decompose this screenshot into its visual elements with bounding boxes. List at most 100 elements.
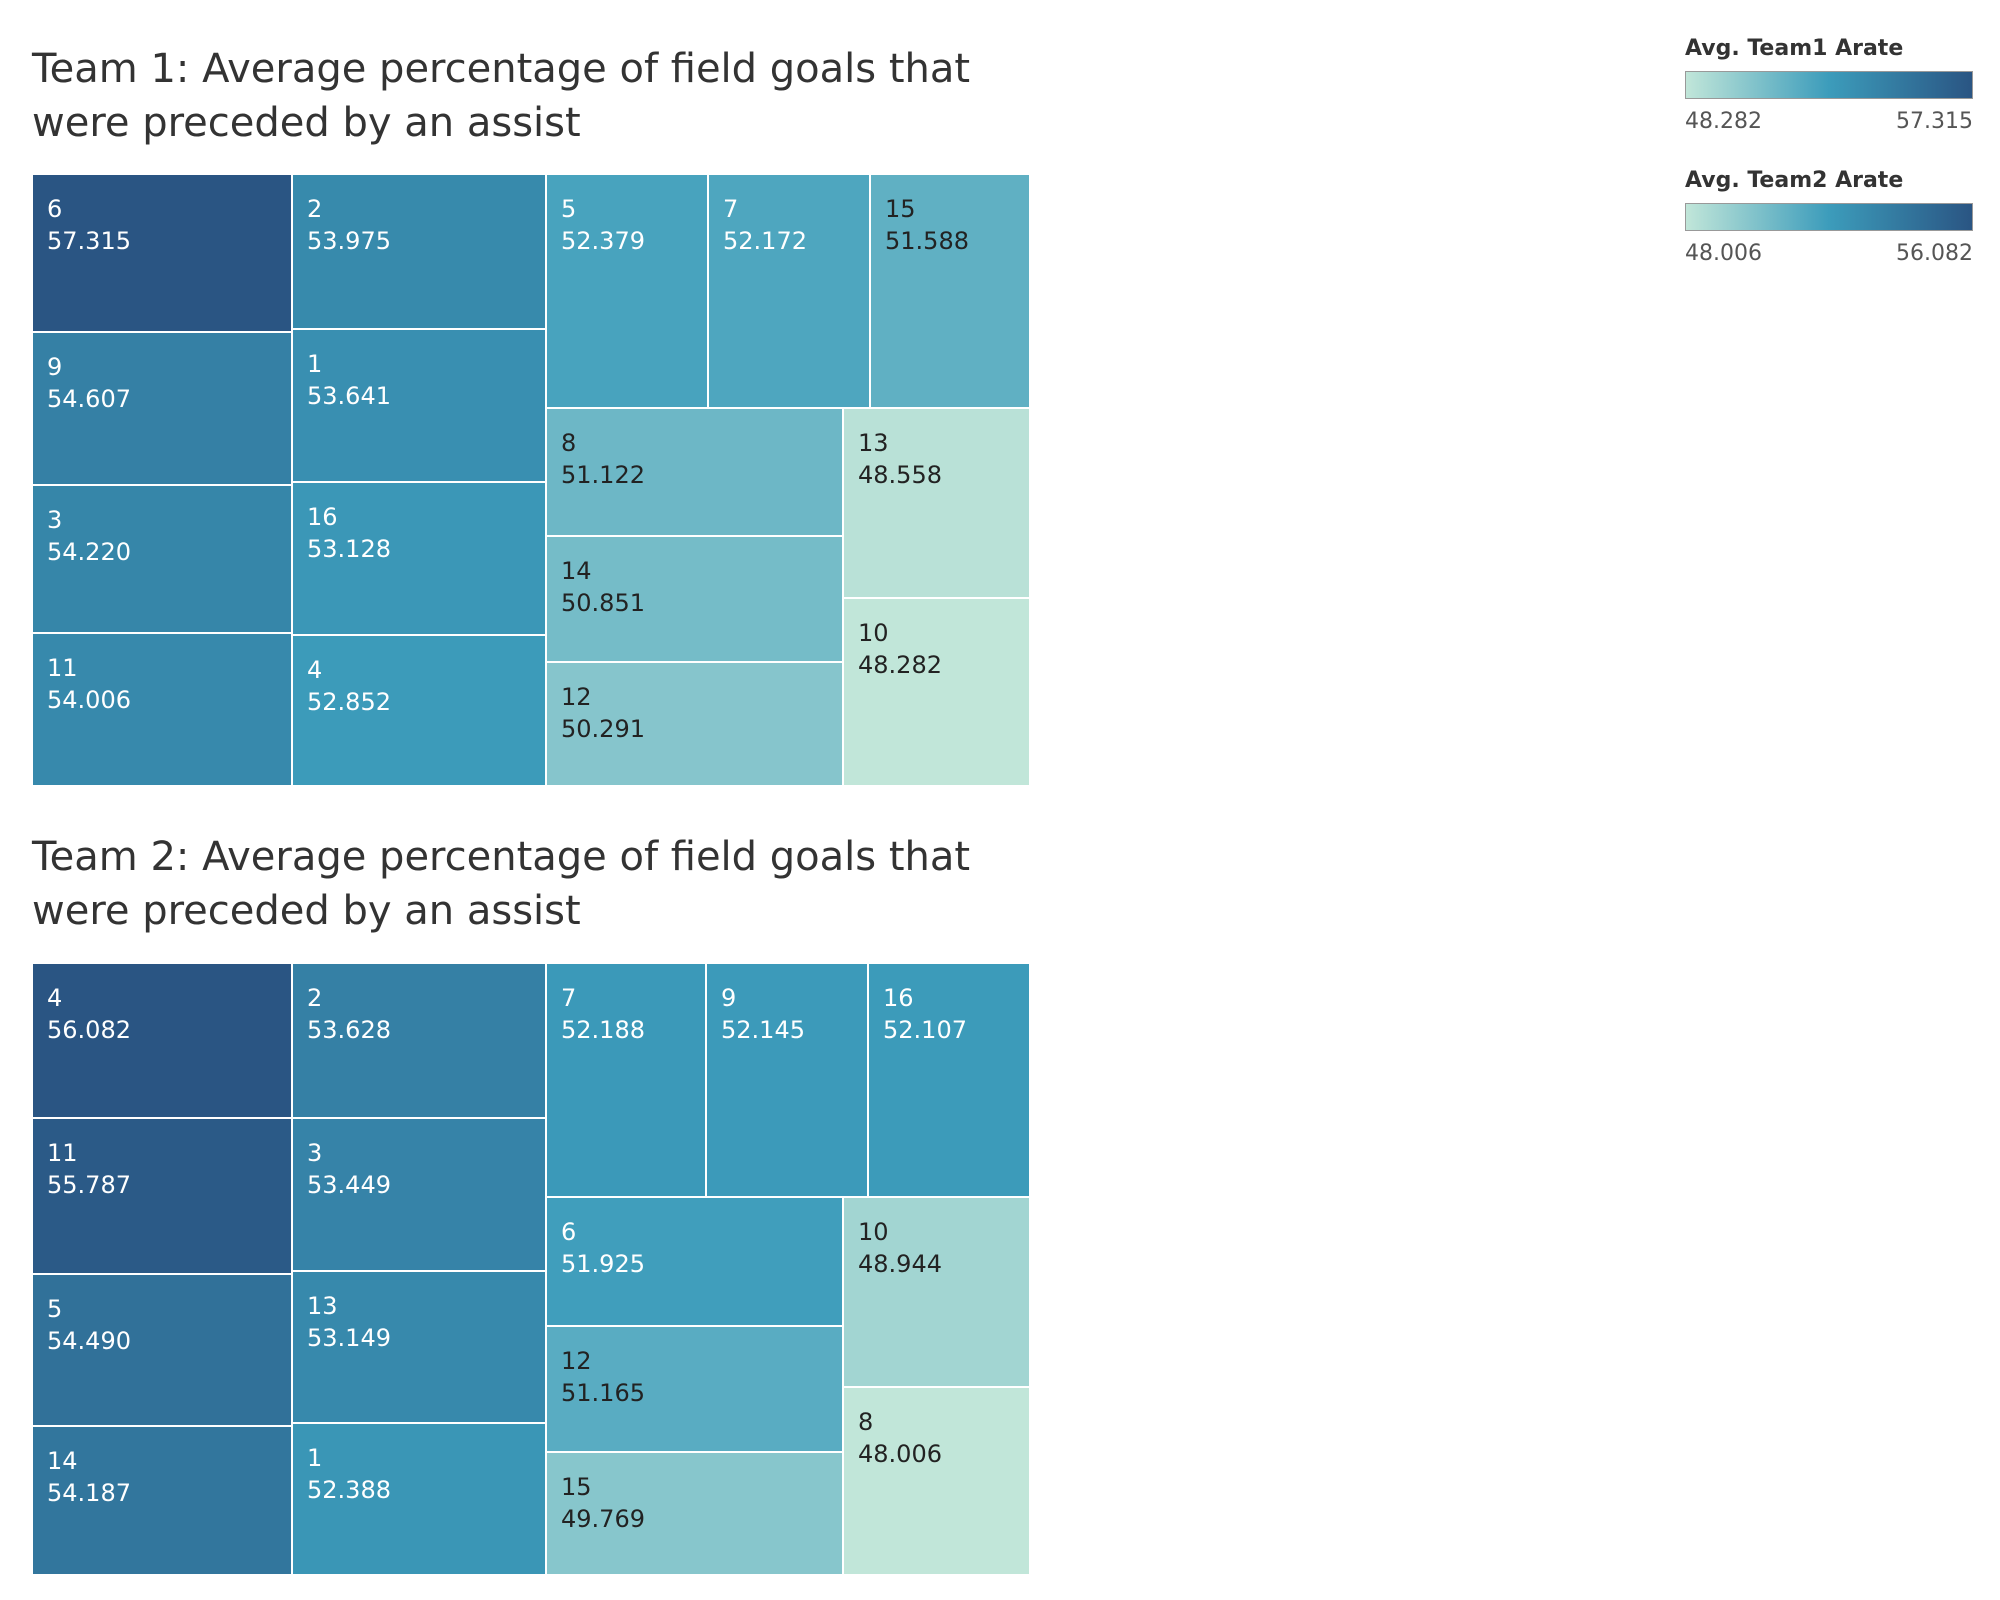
treemap-tile[interactable]: 14 54.187 (32, 1426, 292, 1575)
tile-value: 48.282 (858, 651, 942, 679)
treemap-tile[interactable]: 1 52.388 (292, 1423, 546, 1575)
treemap-tile[interactable]: 10 48.282 (843, 598, 1030, 786)
treemap-tile[interactable]: 12 51.165 (546, 1326, 843, 1452)
tile-label: 6 57.315 (47, 193, 131, 257)
treemap-tile[interactable]: 5 52.379 (546, 174, 708, 408)
tile-category: 12 (561, 683, 592, 711)
treemap-tile[interactable]: 3 54.220 (32, 485, 292, 633)
tile-category: 6 (561, 1218, 577, 1246)
tile-category: 15 (885, 195, 916, 223)
team2-chart-title: Team 2: Average percentage of field goal… (32, 834, 971, 934)
tile-category: 11 (47, 654, 78, 682)
tile-label: 16 52.107 (883, 982, 967, 1046)
treemap-tile[interactable]: 2 53.975 (292, 174, 546, 329)
tile-label: 3 53.449 (307, 1137, 391, 1201)
tile-label: 12 51.165 (561, 1345, 645, 1409)
tile-value: 53.149 (307, 1324, 391, 1352)
treemap-tile[interactable]: 6 51.925 (546, 1197, 843, 1326)
color-ramp (1685, 71, 1973, 99)
tile-value: 50.291 (561, 715, 645, 743)
treemap-tile[interactable]: 4 56.082 (32, 963, 292, 1118)
tile-category: 15 (561, 1473, 592, 1501)
tile-value: 54.006 (47, 686, 131, 714)
tile-label: 1 52.388 (307, 1442, 391, 1506)
tile-category: 10 (858, 1218, 889, 1246)
tile-category: 10 (858, 619, 889, 647)
tile-label: 16 53.128 (307, 501, 391, 565)
treemap-tile[interactable]: 2 53.628 (292, 963, 546, 1118)
tile-value: 54.187 (47, 1479, 131, 1507)
tile-value: 54.607 (47, 385, 131, 413)
tile-value: 52.379 (561, 227, 645, 255)
tile-value: 48.944 (858, 1250, 942, 1278)
tile-label: 14 54.187 (47, 1445, 131, 1509)
tile-category: 8 (858, 1408, 874, 1436)
team2-color-legend: Avg. Team2 Arate 48.006 56.082 (1685, 168, 1985, 266)
tile-label: 11 55.787 (47, 1137, 131, 1201)
treemap-tile[interactable]: 16 53.128 (292, 482, 546, 635)
treemap-tile[interactable]: 5 54.490 (32, 1274, 292, 1426)
tile-label: 5 52.379 (561, 193, 645, 257)
treemap-tile[interactable]: 14 50.851 (546, 536, 843, 662)
tile-value: 51.165 (561, 1379, 645, 1407)
tile-value: 51.122 (561, 461, 645, 489)
treemap-tile[interactable]: 3 53.449 (292, 1118, 546, 1271)
tile-category: 5 (47, 1295, 63, 1323)
tile-label: 15 49.769 (561, 1471, 645, 1535)
team1-color-legend: Avg. Team1 Arate 48.282 57.315 (1685, 36, 1985, 134)
legend-min: 48.282 (1685, 109, 1762, 134)
treemap-tile[interactable]: 7 52.188 (546, 963, 706, 1197)
tile-value: 50.851 (561, 589, 645, 617)
tile-category: 1 (307, 1444, 323, 1472)
treemap-tile[interactable]: 4 52.852 (292, 635, 546, 786)
tile-value: 51.925 (561, 1250, 645, 1278)
team2-treemap: 4 56.082 11 55.787 5 54.490 14 54.187 2 53.628 3 53… (32, 963, 1030, 1575)
tile-label: 14 50.851 (561, 555, 645, 619)
treemap-tile[interactable]: 10 48.944 (843, 1197, 1030, 1387)
treemap-tile[interactable]: 8 48.006 (843, 1387, 1030, 1575)
treemap-tile[interactable]: 9 52.145 (706, 963, 868, 1197)
tile-label: 2 53.628 (307, 982, 391, 1046)
treemap-tile[interactable]: 8 51.122 (546, 408, 843, 536)
tile-label: 15 51.588 (885, 193, 969, 257)
tile-category: 12 (561, 1347, 592, 1375)
tile-category: 16 (307, 503, 338, 531)
tile-category: 6 (47, 195, 63, 223)
treemap-tile[interactable]: 15 51.588 (870, 174, 1030, 408)
tile-category: 2 (307, 984, 323, 1012)
treemap-tile[interactable]: 16 52.107 (868, 963, 1030, 1197)
tile-label: 7 52.172 (723, 193, 807, 257)
treemap-tile[interactable]: 13 48.558 (843, 408, 1030, 598)
tile-value: 48.558 (858, 461, 942, 489)
team1-treemap: 6 57.315 9 54.607 3 54.220 11 54.006 2 53.975 1 53.… (32, 174, 1030, 786)
treemap-tile[interactable]: 12 50.291 (546, 662, 843, 786)
tile-label: 1 53.641 (307, 348, 391, 412)
tile-category: 7 (723, 195, 739, 223)
team1-chart-title: Team 1: Average percentage of field goal… (32, 46, 971, 146)
tile-category: 4 (307, 656, 323, 684)
treemap-tile[interactable]: 9 54.607 (32, 332, 292, 485)
treemap-tile[interactable]: 1 53.641 (292, 329, 546, 482)
tile-value: 52.188 (561, 1016, 645, 1044)
tile-value: 49.769 (561, 1505, 645, 1533)
treemap-tile[interactable]: 7 52.172 (708, 174, 870, 408)
color-ramp (1685, 203, 1973, 231)
treemap-tile[interactable]: 15 49.769 (546, 1452, 843, 1575)
tile-label: 13 48.558 (858, 427, 942, 491)
treemap-tile[interactable]: 11 54.006 (32, 633, 292, 786)
tile-label: 12 50.291 (561, 681, 645, 745)
treemap-tile[interactable]: 6 57.315 (32, 174, 292, 332)
tile-label: 6 51.925 (561, 1216, 645, 1280)
tile-value: 52.145 (721, 1016, 805, 1044)
tile-value: 53.449 (307, 1171, 391, 1199)
tile-value: 48.006 (858, 1440, 942, 1468)
tile-category: 3 (47, 506, 63, 534)
tile-value: 53.628 (307, 1016, 391, 1044)
legend-max: 57.315 (1896, 109, 1973, 134)
legend-title: Avg. Team2 Arate (1685, 168, 1904, 193)
tile-value: 56.082 (47, 1016, 131, 1044)
tile-label: 9 52.145 (721, 982, 805, 1046)
treemap-tile[interactable]: 11 55.787 (32, 1118, 292, 1274)
tile-category: 8 (561, 429, 577, 457)
treemap-tile[interactable]: 13 53.149 (292, 1271, 546, 1423)
